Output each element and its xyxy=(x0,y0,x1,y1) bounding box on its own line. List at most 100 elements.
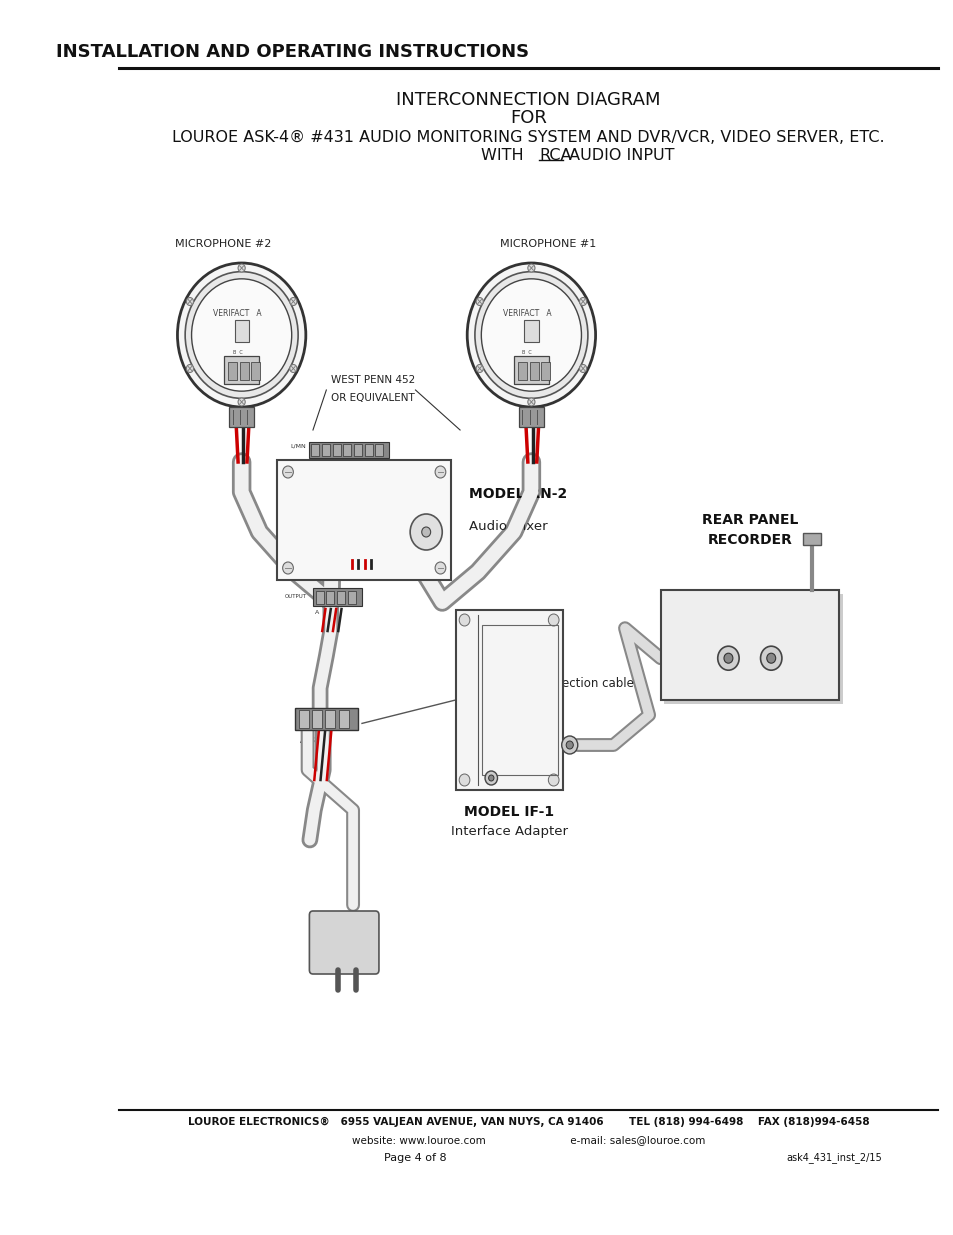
Circle shape xyxy=(766,653,775,663)
Text: OR EQUIVALENT: OR EQUIVALENT xyxy=(331,393,415,403)
Text: Interface Adapter: Interface Adapter xyxy=(450,825,567,839)
Bar xyxy=(336,592,345,604)
Bar xyxy=(375,445,383,456)
Text: MICROPHONE #2: MICROPHONE #2 xyxy=(174,240,271,249)
Bar xyxy=(513,356,549,384)
Circle shape xyxy=(488,776,494,781)
FancyBboxPatch shape xyxy=(309,911,378,974)
Text: A  B  C: A B C xyxy=(314,610,335,615)
Circle shape xyxy=(484,771,497,785)
Text: Page 4 of 8: Page 4 of 8 xyxy=(384,1153,446,1163)
Text: RCA connection cable: RCA connection cable xyxy=(505,677,633,689)
Circle shape xyxy=(548,774,558,785)
Bar xyxy=(333,445,340,456)
Circle shape xyxy=(238,264,245,272)
Text: RCA: RCA xyxy=(538,148,572,163)
Bar xyxy=(348,592,355,604)
Circle shape xyxy=(290,298,296,305)
Circle shape xyxy=(578,364,586,373)
Text: MICROPHONE #1: MICROPHONE #1 xyxy=(499,240,596,249)
Bar xyxy=(311,445,319,456)
Text: IN: IN xyxy=(765,616,776,625)
Bar xyxy=(529,362,537,380)
Circle shape xyxy=(475,272,587,399)
Circle shape xyxy=(410,514,442,550)
Bar xyxy=(325,710,335,727)
Bar xyxy=(313,588,361,606)
Text: OUT: OUT xyxy=(718,616,738,625)
Bar xyxy=(456,610,562,790)
Text: REAR PANEL: REAR PANEL xyxy=(700,513,797,527)
Text: VERIFACT   A: VERIFACT A xyxy=(502,309,551,317)
Circle shape xyxy=(561,736,578,755)
Circle shape xyxy=(760,646,781,671)
Text: L/MN: L/MN xyxy=(291,443,306,448)
Circle shape xyxy=(192,279,292,391)
Bar xyxy=(364,445,373,456)
Circle shape xyxy=(185,272,298,399)
Circle shape xyxy=(723,653,732,663)
Text: MODEL RN-2: MODEL RN-2 xyxy=(469,487,567,500)
FancyBboxPatch shape xyxy=(277,459,451,580)
Circle shape xyxy=(467,263,595,408)
Text: FOR: FOR xyxy=(510,109,547,127)
Circle shape xyxy=(578,298,586,305)
Bar xyxy=(294,708,357,730)
Text: 1.5mm STEREO: 1.5mm STEREO xyxy=(500,688,538,694)
Circle shape xyxy=(527,264,535,272)
Circle shape xyxy=(290,364,296,373)
Bar xyxy=(518,408,543,427)
Bar xyxy=(663,594,841,704)
Circle shape xyxy=(238,398,245,406)
Text: LOUROE ELECTRONICS®   6955 VALJEAN AVENUE, VAN NUYS, CA 91406       TEL (818) 99: LOUROE ELECTRONICS® 6955 VALJEAN AVENUE,… xyxy=(188,1116,868,1128)
Text: OUTPUT: OUTPUT xyxy=(284,594,306,599)
Circle shape xyxy=(177,263,306,408)
Circle shape xyxy=(186,298,193,305)
Text: AUDIO
CONNECTION: AUDIO CONNECTION xyxy=(462,682,474,719)
Text: LOUROE: LOUROE xyxy=(304,489,339,498)
Circle shape xyxy=(458,774,470,785)
Circle shape xyxy=(282,562,293,574)
Text: INSTALLATION AND OPERATING INSTRUCTIONS: INSTALLATION AND OPERATING INSTRUCTIONS xyxy=(55,43,528,61)
Bar xyxy=(239,362,249,380)
Bar xyxy=(660,590,838,700)
Text: WITH: WITH xyxy=(480,148,528,163)
Bar xyxy=(234,320,249,342)
Bar xyxy=(338,710,348,727)
Text: AUDIO INPUT: AUDIO INPUT xyxy=(564,148,674,163)
Bar xyxy=(482,625,558,776)
Circle shape xyxy=(481,279,581,391)
Bar xyxy=(228,362,237,380)
Circle shape xyxy=(476,364,483,373)
Bar xyxy=(343,445,351,456)
Bar xyxy=(540,362,550,380)
Bar xyxy=(252,362,260,380)
Text: ask4_431_inst_2/15: ask4_431_inst_2/15 xyxy=(786,1152,882,1163)
Circle shape xyxy=(421,527,430,537)
Text: VERIFACT   A: VERIFACT A xyxy=(213,309,261,317)
Text: WEST PENN 452: WEST PENN 452 xyxy=(331,375,415,385)
Text: A B C: A B C xyxy=(299,736,323,745)
Text: RN-2: RN-2 xyxy=(375,495,410,509)
Circle shape xyxy=(282,466,293,478)
Circle shape xyxy=(458,614,470,626)
Bar xyxy=(517,362,526,380)
Text: B  C: B C xyxy=(522,351,532,356)
Circle shape xyxy=(476,298,483,305)
Text: website: www.louroe.com                          e-mail: sales@louroe.com: website: www.louroe.com e-mail: sales@lo… xyxy=(352,1135,704,1145)
Text: LOUROE ASK-4® #431 AUDIO MONITORING SYSTEM AND DVR/VCR, VIDEO SERVER, ETC.: LOUROE ASK-4® #431 AUDIO MONITORING SYST… xyxy=(172,130,884,144)
Bar xyxy=(312,710,321,727)
Bar xyxy=(308,442,388,458)
Text: IF-1: IF-1 xyxy=(468,726,478,746)
Text: MICROPHONE MIXER: MICROPHONE MIXER xyxy=(365,524,421,529)
Bar xyxy=(229,408,253,427)
Bar xyxy=(326,592,334,604)
Text: AUDIO INPUT TO
DVR/VCR/VIDEO
SERVER: AUDIO INPUT TO DVR/VCR/VIDEO SERVER xyxy=(499,634,539,651)
Bar xyxy=(224,356,259,384)
Bar xyxy=(315,592,323,604)
Text: INTERCONNECTION DIAGRAM: INTERCONNECTION DIAGRAM xyxy=(396,91,660,109)
Circle shape xyxy=(527,398,535,406)
Bar xyxy=(524,320,537,342)
Circle shape xyxy=(717,646,739,671)
Bar xyxy=(298,710,308,727)
